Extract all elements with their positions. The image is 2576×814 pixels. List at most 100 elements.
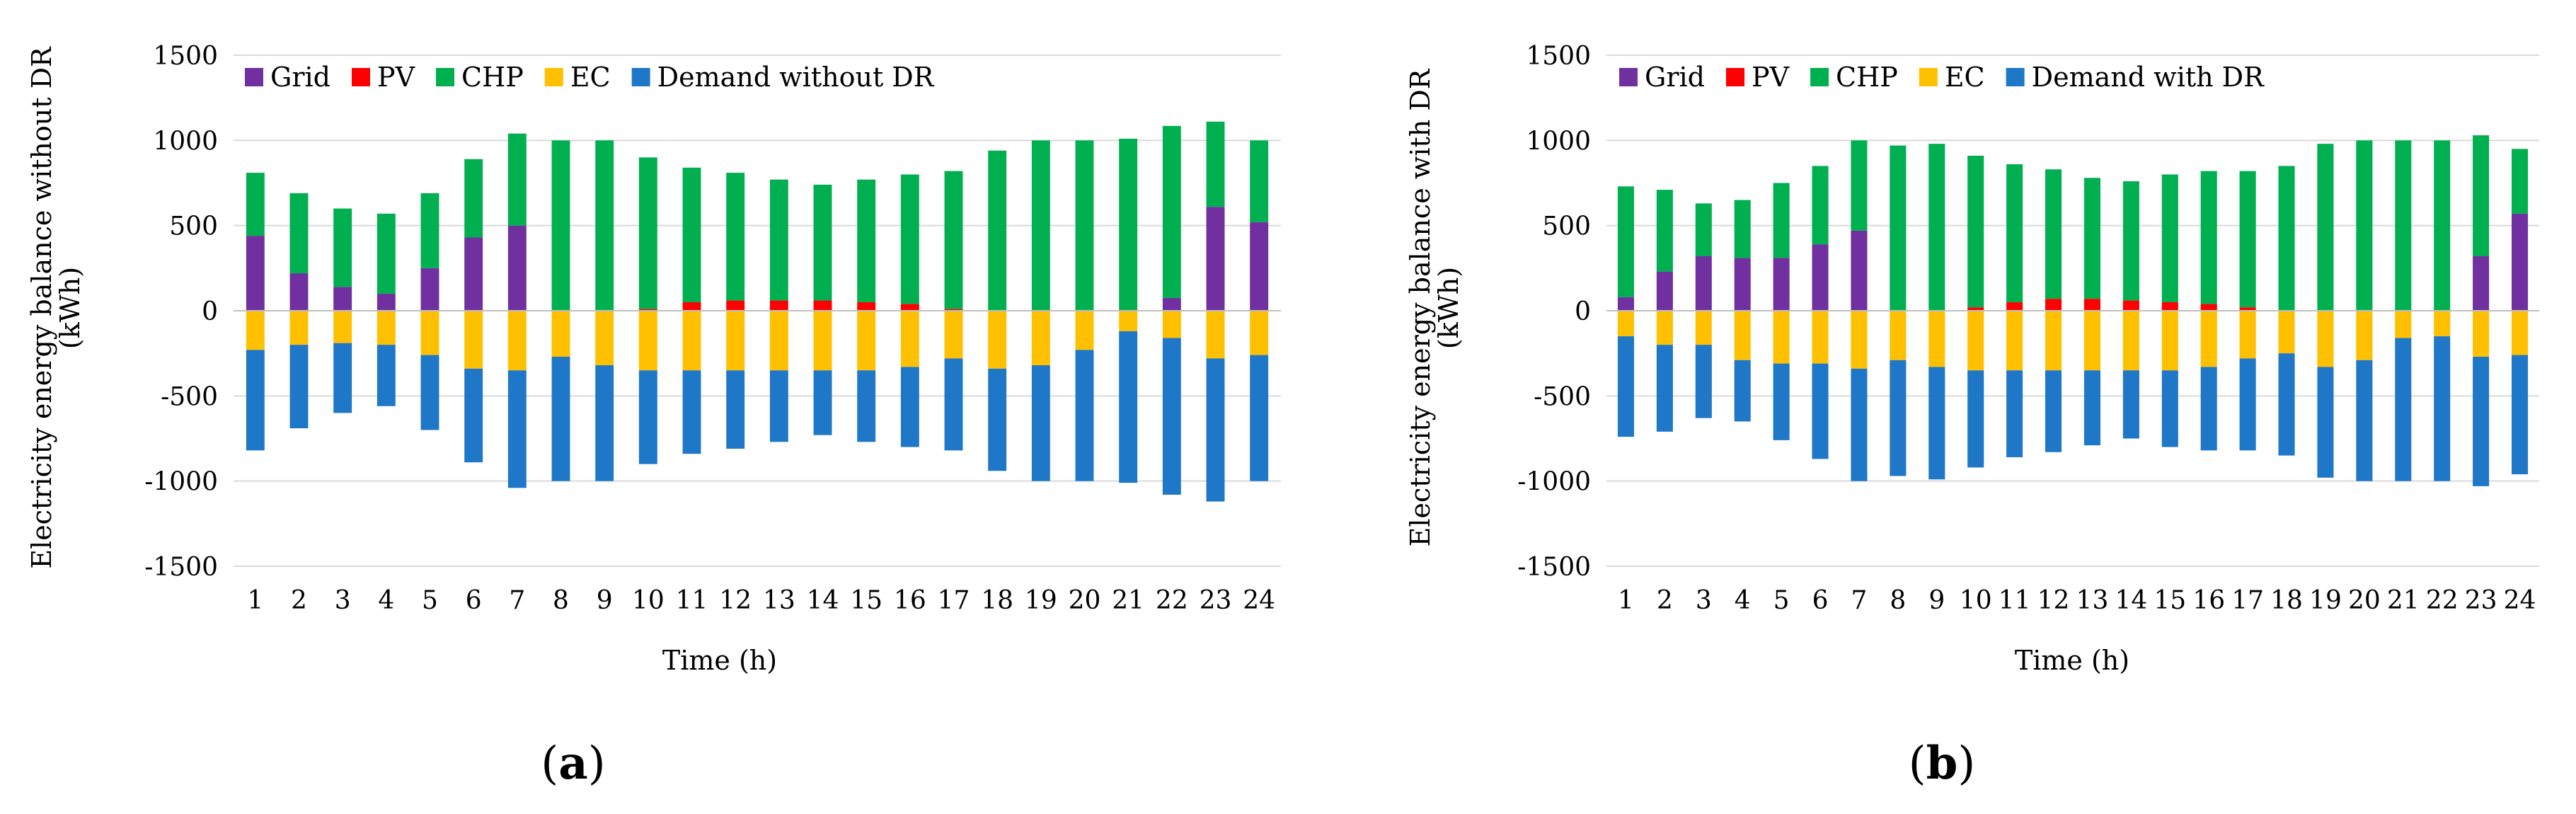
bar-ec-17	[944, 311, 963, 359]
bar-demand-with-dr-14	[2122, 370, 2139, 439]
bar-demand-with-dr-1	[1617, 336, 1634, 437]
bar-demand-with-dr-15	[2161, 370, 2178, 447]
panel-letter-b: b	[1926, 737, 1958, 790]
bar-chp-2	[289, 193, 309, 274]
bar-chp-19	[1031, 140, 1050, 311]
bar-demand-without-dr-8	[551, 356, 570, 481]
x-tick-label: 2	[1657, 586, 1673, 615]
bar-demand-without-dr-16	[900, 367, 919, 447]
legend-item-grid: Grid	[1619, 62, 1705, 93]
bar-ec-6	[464, 311, 483, 369]
legend-label: PV	[377, 62, 415, 93]
bar-grid-23	[2473, 256, 2490, 311]
x-tick-label: 21	[1112, 586, 1144, 615]
bar-demand-with-dr-4	[1734, 360, 1751, 422]
x-tick-label: 23	[1200, 586, 1232, 615]
x-tick-label: 4	[1735, 586, 1751, 615]
legend-item-pv: PV	[1726, 62, 1790, 93]
x-tick-label: 16	[894, 586, 926, 615]
legend-item-ec: EC	[544, 62, 611, 93]
y-tick-label: 1000	[153, 127, 218, 156]
bar-chp-12	[2045, 169, 2062, 299]
x-tick-label: 3	[1696, 586, 1712, 615]
bar-pv-13	[769, 300, 788, 311]
bar-demand-without-dr-5	[420, 355, 439, 430]
bar-ec-4	[376, 311, 396, 345]
y-tick-labels: 1500 1000 500 0 -500 -1000 -1500	[1517, 42, 1591, 582]
bar-demand-without-dr-19	[1031, 365, 1050, 481]
bar-demand-without-dr-23	[1206, 358, 1225, 502]
bar-demand-without-dr-24	[1250, 355, 1269, 481]
bar-ec-12	[726, 311, 745, 371]
bar-demand-with-dr-6	[1812, 363, 1829, 459]
bar-demand-without-dr-3	[333, 343, 352, 413]
bar-ec-1	[1617, 311, 1634, 337]
bar-demand-without-dr-12	[726, 370, 745, 449]
y-axis-label: Electricity energy balance with DR	[1405, 68, 1436, 546]
bar-ec-6	[1812, 311, 1829, 364]
bar-demand-without-dr-14	[813, 370, 832, 435]
bar-demand-with-dr-24	[2512, 355, 2529, 475]
x-tick-label: 17	[2231, 586, 2264, 615]
bar-ec-17	[2239, 311, 2256, 359]
bar-chp-13	[2083, 178, 2100, 299]
x-tick-label: 12	[2037, 586, 2070, 615]
legend-item-pv: PV	[352, 62, 415, 93]
bar-chp-2	[1656, 190, 1673, 272]
gridlines	[234, 55, 1281, 567]
y-tick-label: 500	[1542, 212, 1591, 241]
x-tick-label: 3	[335, 586, 351, 615]
x-tick-label: 18	[981, 586, 1013, 615]
y-tick-label: 0	[1575, 297, 1591, 326]
x-tick-label: 5	[1773, 586, 1790, 615]
bar-demand-with-dr-17	[2239, 358, 2256, 451]
bar-chp-22	[2434, 140, 2451, 311]
bar-chp-23	[1206, 121, 1225, 207]
bar-ec-11	[682, 311, 701, 371]
bar-demand-without-dr-10	[638, 370, 657, 464]
bar-ec-11	[2006, 311, 2023, 371]
x-tick-label: 5	[422, 586, 438, 615]
bar-chp-5	[420, 193, 439, 268]
x-tick-label: 10	[632, 586, 665, 615]
bar-ec-2	[289, 311, 309, 345]
bars	[1617, 135, 2529, 486]
x-tick-label: 12	[719, 586, 752, 615]
x-tick-label: 17	[938, 586, 970, 615]
bar-chp-15	[2161, 174, 2178, 302]
bar-ec-1	[246, 311, 265, 350]
bar-ec-8	[1890, 311, 1907, 360]
bar-pv-14	[2122, 300, 2139, 311]
bar-ec-18	[2278, 311, 2295, 354]
y-tick-label: 500	[169, 212, 218, 241]
bar-demand-with-dr-12	[2045, 370, 2062, 452]
bar-chp-9	[595, 140, 614, 311]
bar-chp-15	[857, 179, 876, 302]
bar-demand-with-dr-21	[2395, 338, 2412, 481]
bar-demand-with-dr-10	[1967, 370, 1984, 468]
legend-label: Grid	[1645, 62, 1705, 93]
bar-chp-8	[1890, 145, 1907, 311]
x-tick-label: 24	[1243, 586, 1275, 615]
y-tick-label: -1500	[144, 553, 218, 582]
bar-chp-5	[1773, 183, 1790, 258]
bar-chp-13	[769, 179, 788, 301]
bar-chp-1	[1617, 186, 1634, 297]
legend-item-chp: CHP	[1810, 62, 1898, 93]
bar-ec-8	[551, 311, 570, 357]
bar-chp-17	[944, 171, 963, 309]
bars	[246, 121, 1269, 502]
bar-pv-17	[2239, 307, 2256, 311]
bar-grid-5	[420, 268, 439, 311]
bar-pv-10	[1967, 307, 1984, 311]
bar-demand-without-dr-21	[1119, 331, 1138, 483]
x-tick-label: 11	[676, 586, 708, 615]
bar-demand-without-dr-20	[1075, 350, 1094, 481]
legend-swatch	[544, 68, 563, 86]
x-tick-label: 7	[1851, 586, 1868, 615]
bar-pv-16	[900, 304, 919, 311]
bar-chp-1	[246, 173, 265, 236]
bar-demand-without-dr-6	[464, 368, 483, 463]
